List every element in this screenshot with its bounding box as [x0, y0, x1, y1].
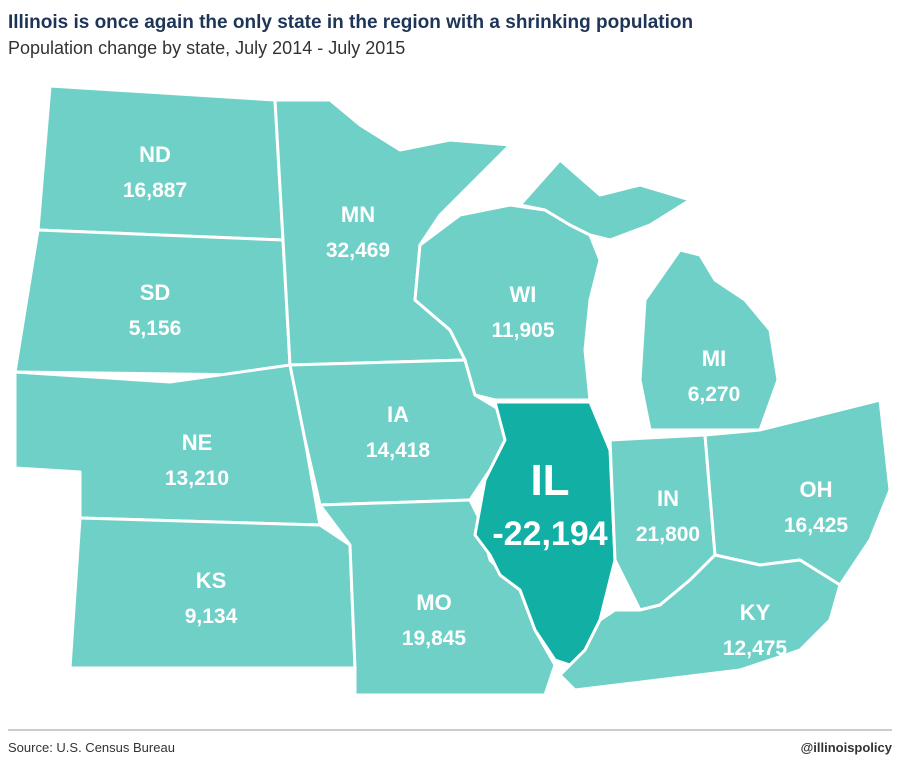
state-change: 32,469 — [326, 239, 390, 262]
state-mi — [638, 248, 780, 432]
state-change: 9,134 — [185, 605, 238, 628]
state-change: 16,425 — [784, 514, 849, 537]
state-change: 19,845 — [402, 627, 467, 650]
state-shapes — [13, 84, 892, 697]
state-change: 5,156 — [129, 317, 182, 340]
state-labels: ND 16,887 SD 5,156 NE 13,210 KS 9,134 MN 32,469 IA… — [123, 142, 849, 660]
state-abbr: KS — [196, 568, 227, 593]
state-ks — [68, 516, 357, 670]
state-abbr: NE — [182, 430, 213, 455]
state-abbr: IL — [530, 456, 569, 505]
title: Illinois is once again the only state in… — [8, 12, 693, 33]
state-abbr: OH — [800, 477, 833, 502]
state-abbr: IN — [657, 486, 679, 511]
state-change: -22,194 — [492, 515, 607, 553]
state-abbr: MO — [416, 590, 451, 615]
state-abbr: MN — [341, 202, 375, 227]
state-abbr: WI — [510, 282, 537, 307]
state-change: 6,270 — [688, 383, 741, 406]
state-abbr: IA — [387, 402, 409, 427]
state-change: 12,475 — [723, 637, 788, 660]
state-abbr: KY — [740, 600, 771, 625]
state-change: 16,887 — [123, 179, 187, 202]
state-change: 14,418 — [366, 439, 431, 462]
state-abbr: MI — [702, 346, 726, 371]
state-mi-upper — [518, 158, 692, 242]
source: Source: U.S. Census Bureau — [8, 740, 175, 755]
state-ky — [558, 553, 842, 692]
subtitle: Population change by state, July 2014 - … — [8, 38, 405, 58]
state-abbr: ND — [139, 142, 171, 167]
credit: @illinoispolicy — [801, 740, 893, 755]
state-change: 11,905 — [491, 319, 554, 342]
state-ne — [13, 363, 322, 527]
state-change: 13,210 — [165, 467, 229, 490]
state-change: 21,800 — [636, 523, 700, 546]
state-abbr: SD — [140, 280, 171, 305]
